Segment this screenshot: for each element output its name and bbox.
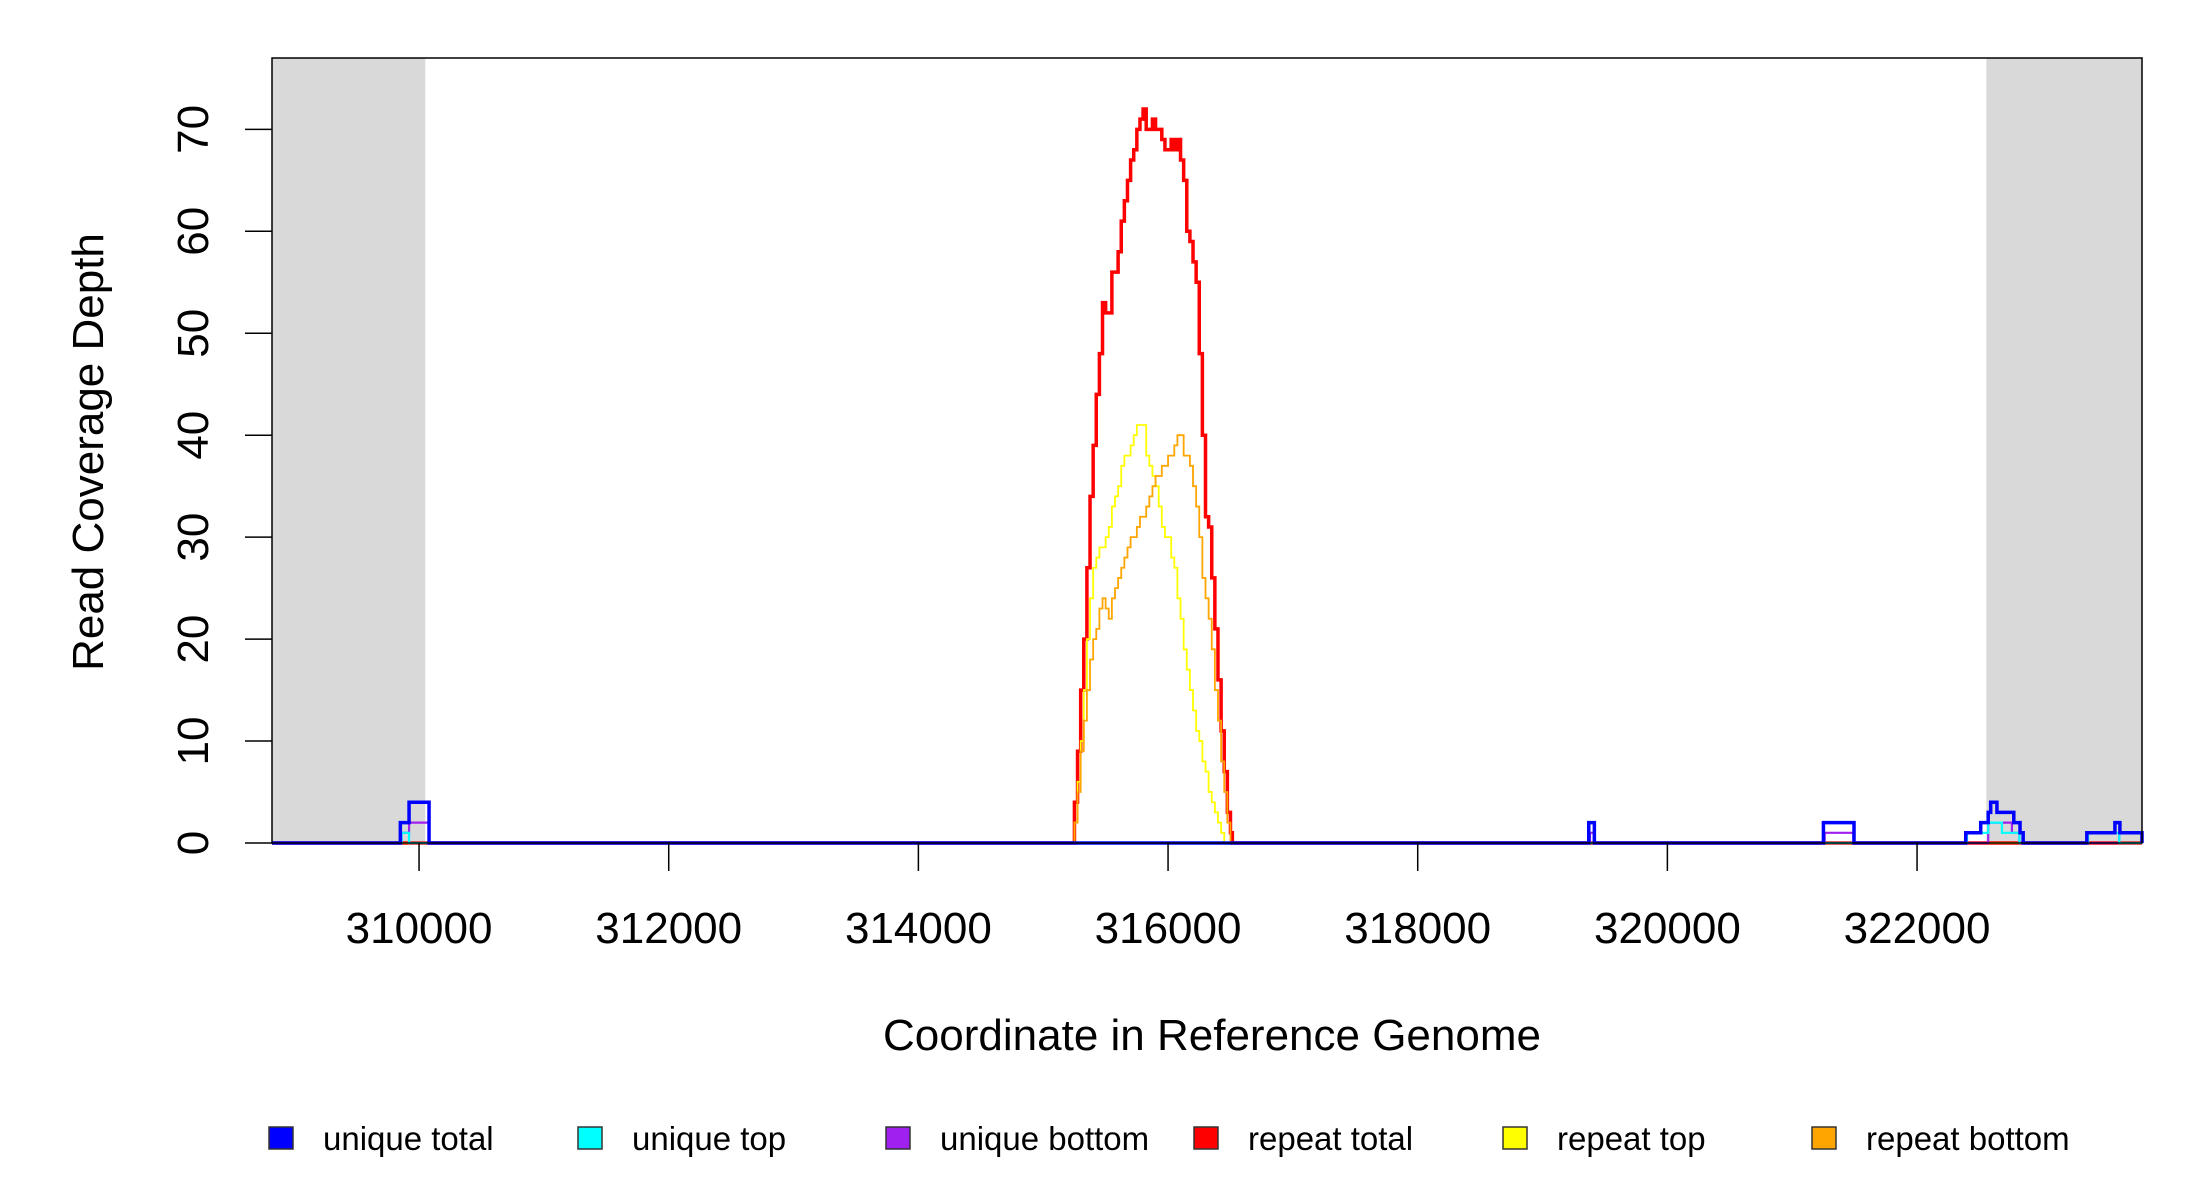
legend-item: repeat bottom: [1811, 1120, 2070, 1157]
shaded-regions: [272, 58, 2142, 843]
y-tick-label: 10: [169, 717, 218, 766]
x-tick-label: 310000: [346, 904, 493, 953]
legend-label: unique bottom: [940, 1120, 1149, 1157]
x-tick-label: 318000: [1344, 904, 1491, 953]
x-tick-label: 314000: [845, 904, 992, 953]
legend: unique total unique top unique bottom repea…: [268, 1120, 2070, 1157]
x-tick-label: 316000: [1095, 904, 1242, 953]
legend-swatch: [885, 1126, 911, 1150]
series-unique-top: [272, 821, 2142, 845]
legend-label: unique top: [632, 1120, 786, 1157]
legend-swatch: [268, 1126, 294, 1150]
series-unique-bottom: [272, 821, 2144, 845]
y-axis-title: Read Coverage Depth: [64, 233, 113, 671]
plot-frame: [271, 57, 2143, 844]
series-unique-total: [272, 800, 2144, 845]
legend-item: unique total: [268, 1120, 494, 1157]
legend-swatch: [1811, 1126, 1837, 1150]
series-repeat-bottom: [272, 434, 2142, 844]
series-lines: [272, 107, 2144, 845]
y-tick-label: 60: [169, 207, 218, 256]
legend-item: repeat top: [1502, 1120, 1706, 1157]
legend-item: unique bottom: [885, 1120, 1149, 1157]
legend-item: repeat total: [1193, 1120, 1413, 1157]
y-tick-label: 40: [169, 411, 218, 460]
shaded-region: [1986, 58, 2142, 843]
x-axis-title: Coordinate in Reference Genome: [883, 1011, 1541, 1060]
legend-swatch: [1193, 1126, 1219, 1150]
y-tick-label: 30: [169, 513, 218, 562]
legend-swatch: [577, 1126, 603, 1150]
y-tick-label: 70: [169, 105, 218, 154]
shaded-region: [272, 58, 426, 843]
series-repeat-total: [272, 107, 2142, 845]
legend-label: repeat bottom: [1866, 1120, 2070, 1157]
x-tick-label: 322000: [1844, 904, 1991, 953]
y-axis: 0 10 20 30 40 50 60 70: [169, 105, 272, 855]
y-tick-label: 0: [169, 831, 218, 855]
series-repeat-top: [272, 424, 2142, 844]
y-tick-label: 50: [169, 309, 218, 358]
y-tick-label: 20: [169, 615, 218, 664]
legend-label: unique total: [323, 1120, 494, 1157]
x-axis: 310000 312000 314000 316000 318000 320000 3220…: [346, 843, 1991, 953]
legend-label: repeat total: [1248, 1120, 1413, 1157]
legend-item: unique top: [577, 1120, 786, 1157]
x-tick-label: 312000: [595, 904, 742, 953]
legend-label: repeat top: [1557, 1120, 1706, 1157]
x-tick-label: 320000: [1594, 904, 1741, 953]
legend-swatch: [1502, 1126, 1528, 1150]
